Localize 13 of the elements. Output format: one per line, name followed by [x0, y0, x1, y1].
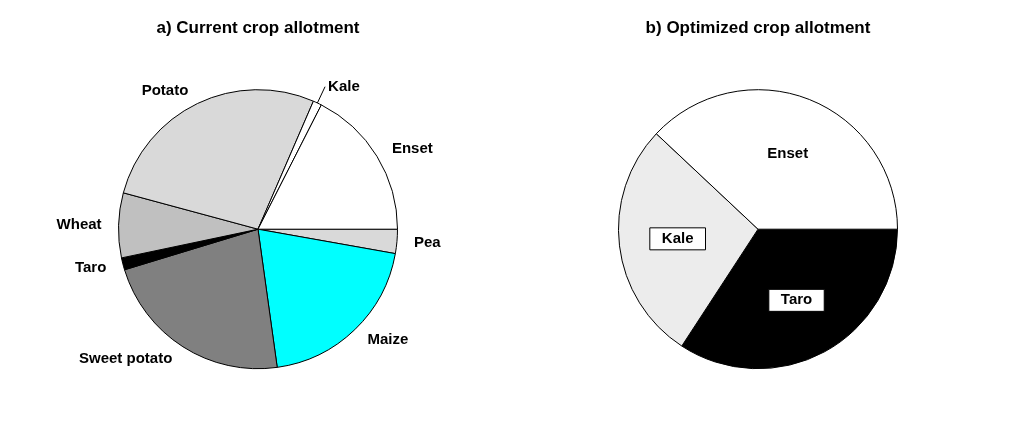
- slice-label: Maize: [367, 329, 409, 347]
- slice-label: Enset: [767, 144, 809, 162]
- chart-title: a) Current crop allotment: [156, 17, 360, 37]
- slice-label: Sweet potato: [79, 348, 173, 366]
- slice-label: Taro: [74, 257, 107, 275]
- slice-label: Taro: [780, 290, 813, 308]
- slice-label: Kale: [661, 228, 694, 246]
- slice-label: Potato: [141, 81, 189, 99]
- slice-label: Enset: [391, 139, 433, 157]
- slice-label: Pea: [413, 232, 442, 250]
- chart-title: b) Optimized crop allotment: [645, 17, 871, 37]
- slice-label: Wheat: [56, 215, 102, 232]
- slice-label: Kale: [328, 76, 360, 94]
